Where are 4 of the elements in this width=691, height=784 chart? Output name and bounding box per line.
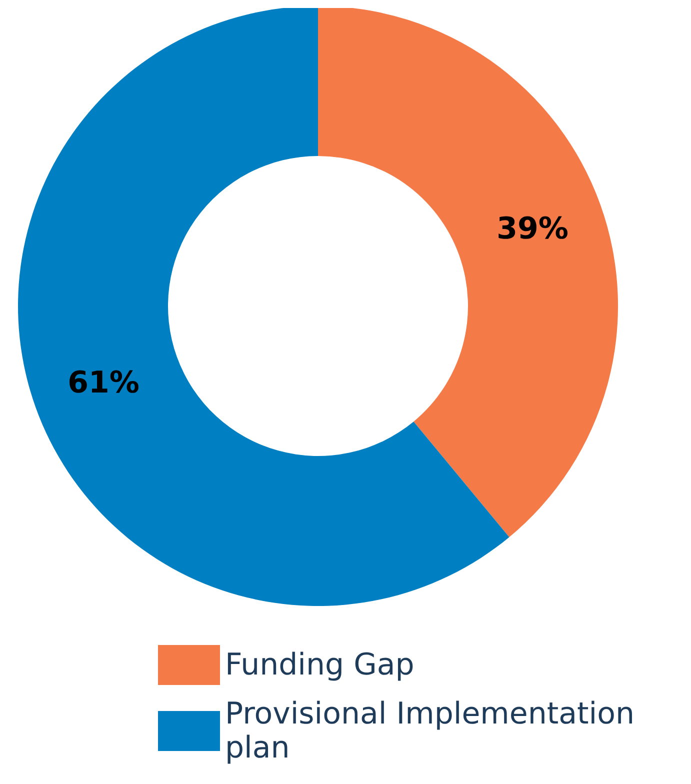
- data-label: 39%: [496, 211, 568, 246]
- data-label: 61%: [68, 366, 140, 401]
- legend-label: Provisional Implementation plan: [225, 696, 644, 766]
- legend-label: Funding Gap: [225, 648, 414, 682]
